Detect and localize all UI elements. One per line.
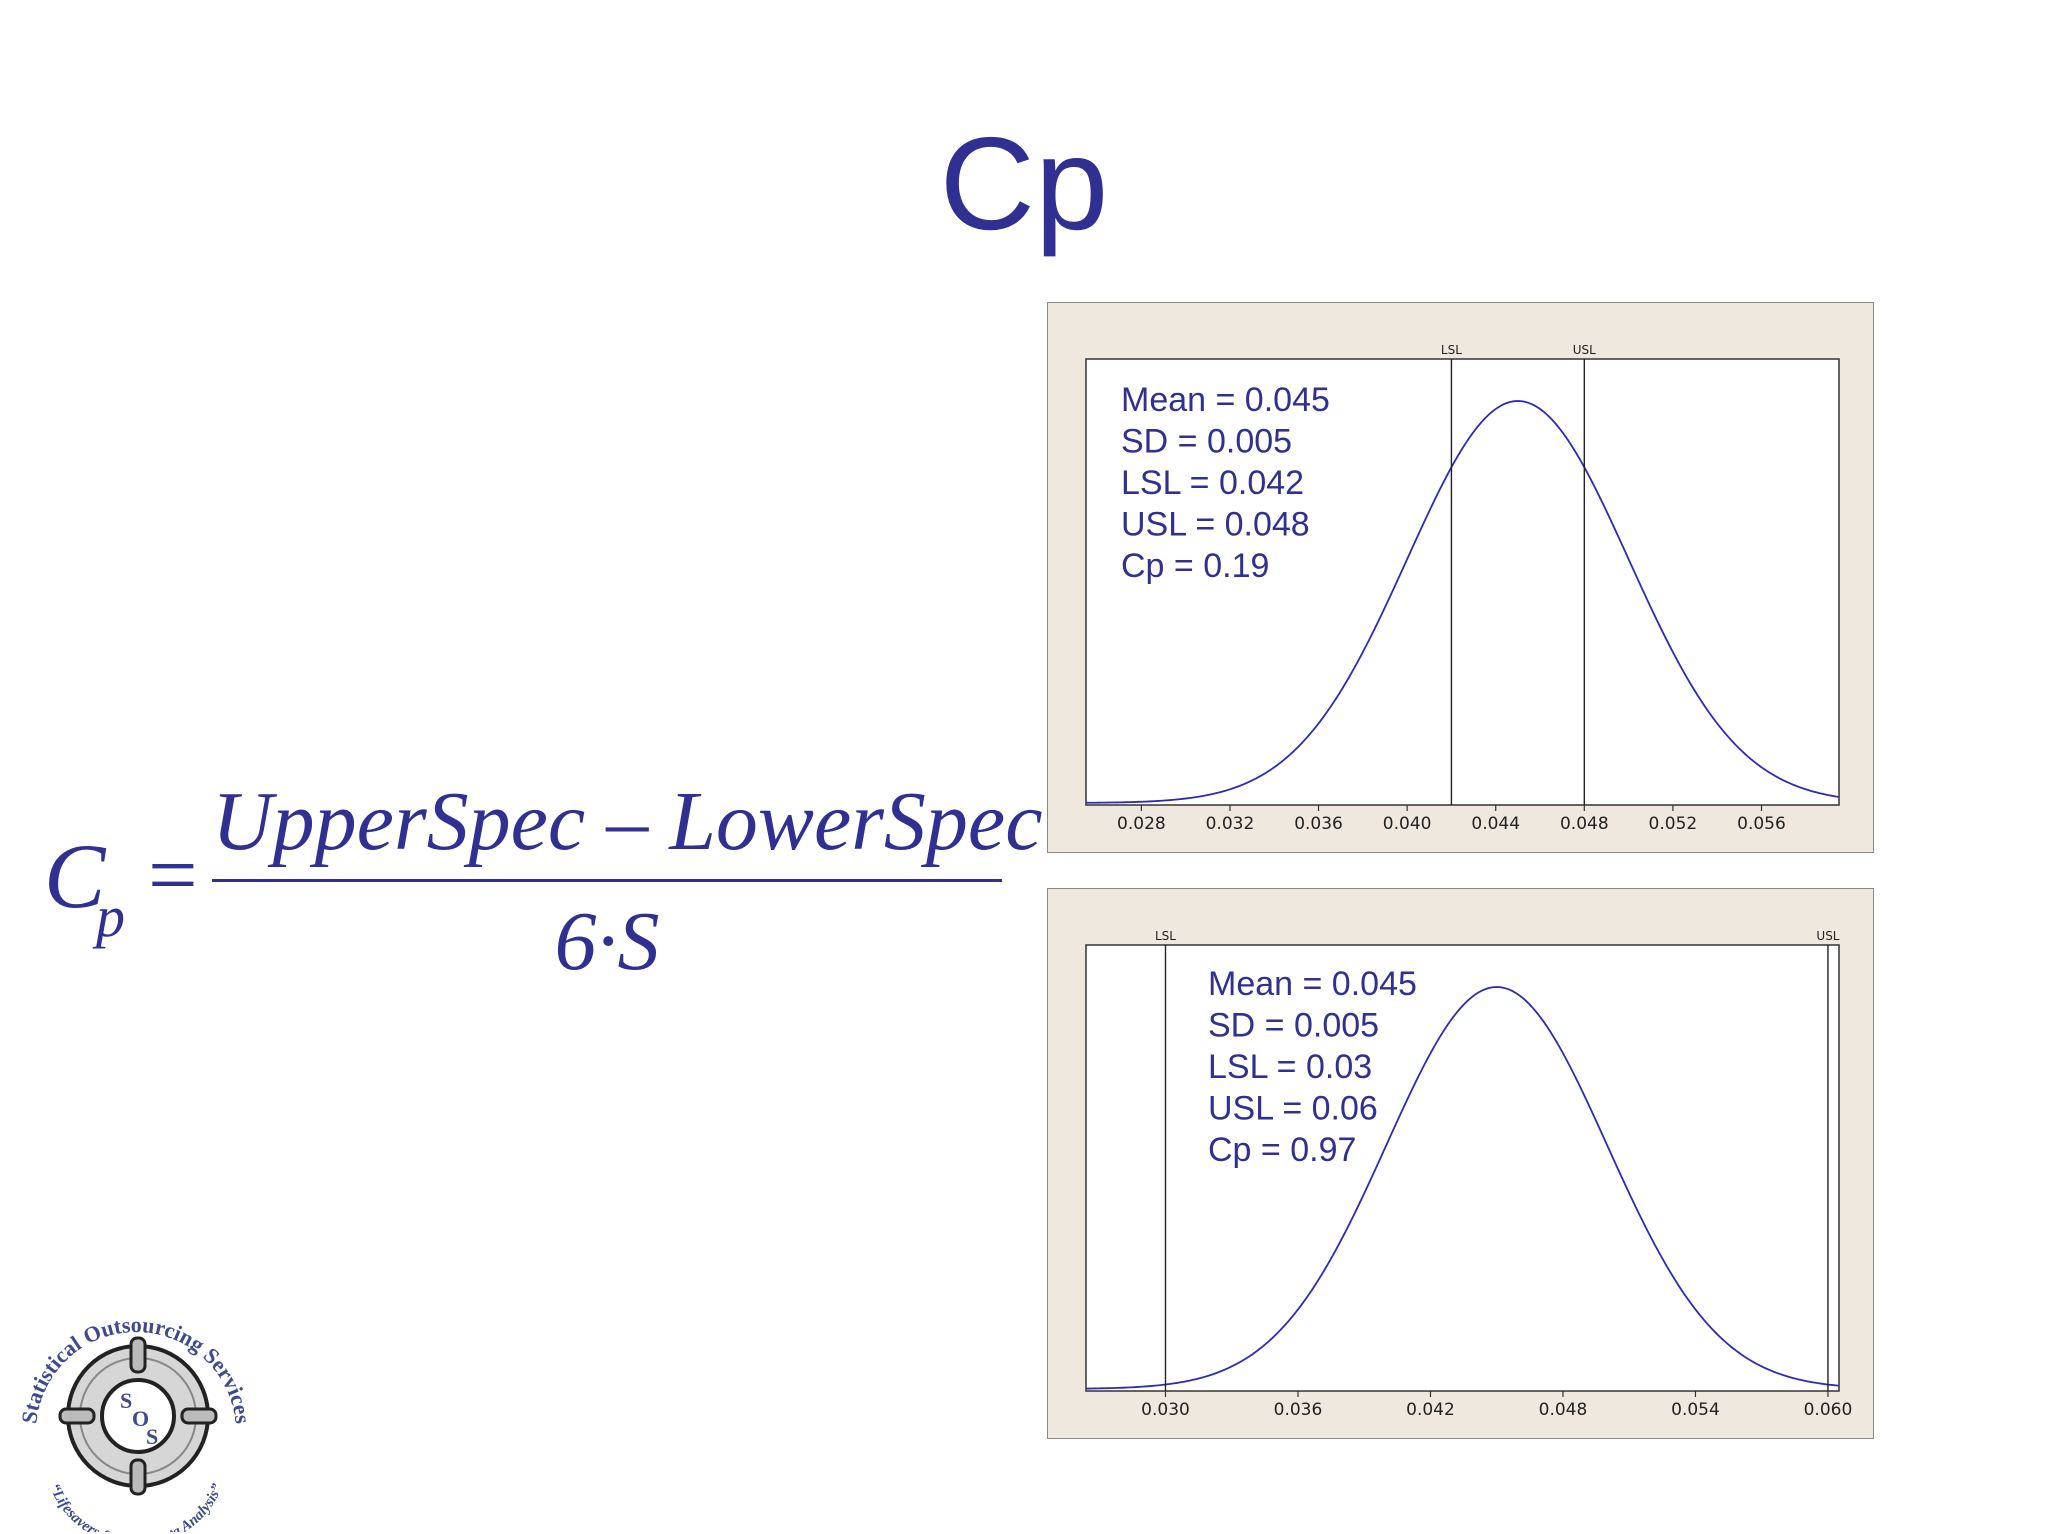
- density-curve: [1085, 400, 1840, 804]
- normal-curve-chart-top: LSL USL 0.028 0.032 0.036 0.040 0.044 0.048 0.05…: [1085, 343, 1840, 834]
- x-tick-label: 0.036: [1294, 814, 1343, 834]
- stats-line: LSL = 0.042: [1121, 464, 1304, 502]
- stats-line: SD = 0.005: [1121, 423, 1292, 461]
- stats-line: USL = 0.048: [1121, 506, 1310, 544]
- x-tick-label: 0.042: [1406, 1400, 1455, 1420]
- formula-numerator: UpperSpec – LowerSpec: [212, 775, 1043, 868]
- x-tick-label: 0.040: [1383, 814, 1432, 834]
- usl-label: USL: [1573, 343, 1596, 357]
- formula-lhs: C: [44, 825, 106, 927]
- plot-area: [1085, 358, 1840, 806]
- stats-line: Cp = 0.19: [1121, 547, 1269, 585]
- cp-formula: C p = UpperSpec – LowerSpec 6·S: [40, 775, 1043, 1000]
- stats-line: SD = 0.005: [1208, 1007, 1379, 1045]
- stats-line: Mean = 0.045: [1208, 965, 1417, 1003]
- stats-line: Cp = 0.97: [1208, 1131, 1356, 1169]
- x-tick-label: 0.036: [1274, 1400, 1323, 1420]
- usl-label: USL: [1816, 929, 1839, 943]
- fraction-bar: [212, 879, 1002, 882]
- formula-lhs-subscript: p: [96, 884, 125, 949]
- formula-equals: =: [148, 827, 198, 924]
- x-tick-label: 0.028: [1117, 814, 1166, 834]
- x-tick-label: 0.032: [1206, 814, 1255, 834]
- logo-letter-s2: S: [146, 1424, 158, 1449]
- stats-line: LSL = 0.03: [1208, 1048, 1372, 1086]
- x-tick-label: 0.052: [1649, 814, 1698, 834]
- formula-denominator: 6·S: [554, 895, 660, 988]
- x-tick-label: 0.056: [1737, 814, 1786, 834]
- lsl-label: LSL: [1155, 929, 1176, 943]
- logo-letter-o: O: [132, 1406, 149, 1431]
- x-tick-label: 0.054: [1671, 1400, 1720, 1420]
- x-tick-label: 0.044: [1471, 814, 1520, 834]
- lsl-label: LSL: [1441, 343, 1462, 357]
- x-tick-label: 0.030: [1141, 1400, 1190, 1420]
- logo-letter-s1: S: [120, 1388, 132, 1413]
- x-tick-label: 0.048: [1560, 814, 1609, 834]
- stats-line: USL = 0.06: [1208, 1090, 1378, 1128]
- chart-panel-bottom: LSL USL 0.030 0.036 0.042 0.048 0.054 0.060 Mean…: [1047, 888, 1874, 1439]
- chart-panel-top: LSL USL 0.028 0.032 0.036 0.040 0.044 0.048 0.05…: [1047, 302, 1874, 853]
- density-curve: [1085, 986, 1840, 1390]
- sos-logo: Statistical Outsourcing Services “Lifesa…: [16, 1312, 255, 1532]
- x-tick-label: 0.060: [1804, 1400, 1853, 1420]
- x-tick-label: 0.048: [1539, 1400, 1588, 1420]
- lifebuoy-icon: [58, 1336, 218, 1496]
- slide-title: Cp: [939, 110, 1109, 257]
- normal-curve-chart-bottom: LSL USL 0.030 0.036 0.042 0.048 0.054 0.060 Mean…: [1085, 929, 1853, 1420]
- plot-area: [1085, 944, 1840, 1392]
- stats-line: Mean = 0.045: [1121, 381, 1330, 419]
